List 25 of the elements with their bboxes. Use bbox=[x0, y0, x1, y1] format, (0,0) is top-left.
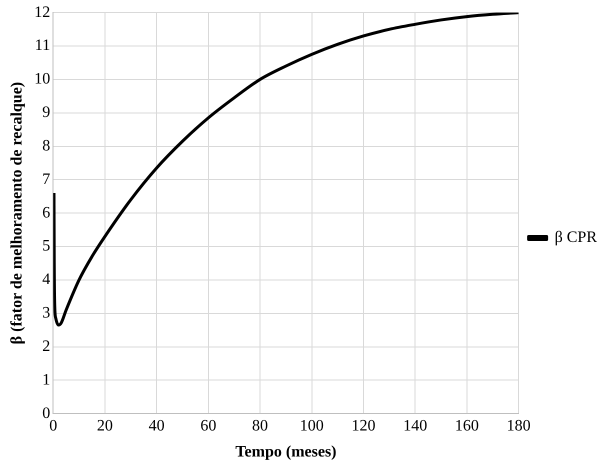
y-tick-label: 2 bbox=[42, 338, 50, 355]
x-tick-label: 40 bbox=[148, 417, 165, 434]
x-tick-label: 100 bbox=[300, 417, 324, 434]
y-tick-label: 3 bbox=[42, 304, 50, 322]
x-tick-label: 180 bbox=[506, 417, 531, 434]
y-tick-label: 9 bbox=[42, 104, 50, 122]
y-tick-label: 1 bbox=[42, 371, 50, 388]
y-tick-label: 0 bbox=[42, 404, 50, 422]
legend-label: β CPR bbox=[554, 229, 598, 246]
x-tick-label: 20 bbox=[96, 417, 113, 434]
y-axis-title: β (fator de melhoramento de recalque) bbox=[8, 82, 26, 344]
x-tick-label: 160 bbox=[454, 417, 479, 434]
y-tick-label: 10 bbox=[34, 70, 50, 88]
y-tick-label: 7 bbox=[42, 170, 50, 188]
x-axis-title: Tempo (meses) bbox=[235, 444, 336, 461]
x-tick-label: 80 bbox=[252, 417, 268, 434]
x-tick-label: 60 bbox=[200, 417, 216, 434]
y-tick-label: 6 bbox=[42, 204, 50, 222]
x-tick-label: 120 bbox=[351, 417, 376, 434]
x-tick-label: 140 bbox=[403, 417, 428, 434]
y-tick-label: 12 bbox=[34, 4, 50, 21]
y-tick-label: 4 bbox=[42, 271, 50, 288]
y-tick-label: 8 bbox=[42, 137, 50, 154]
y-tick-label: 11 bbox=[34, 37, 50, 54]
y-tick-label: 5 bbox=[42, 238, 50, 255]
